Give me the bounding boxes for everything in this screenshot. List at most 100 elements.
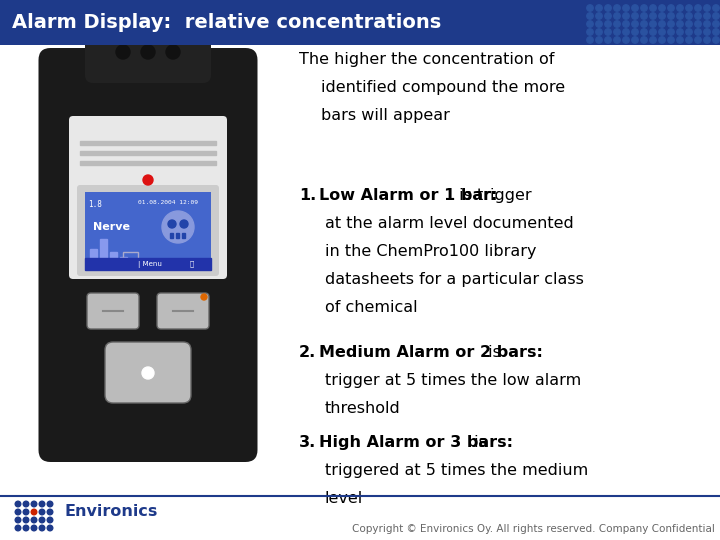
Text: Low Alarm or 1 bar:: Low Alarm or 1 bar: [319,188,498,203]
Bar [85,258,211,270]
Circle shape [613,5,620,11]
Circle shape [703,37,710,43]
Circle shape [166,45,180,59]
Bar [123,252,138,267]
Text: 01.08.2004 12:09: 01.08.2004 12:09 [138,200,198,205]
Circle shape [142,367,154,379]
Circle shape [713,13,719,19]
Circle shape [641,5,647,11]
Bar [0,0,720,45]
Bar [110,252,117,267]
FancyBboxPatch shape [87,293,139,329]
Circle shape [685,13,692,19]
FancyBboxPatch shape [105,342,191,403]
Text: is trigger: is trigger [454,188,532,203]
Circle shape [677,29,683,35]
Circle shape [695,37,701,43]
Bar [90,249,97,267]
Text: datasheets for a particular class: datasheets for a particular class [325,272,584,287]
Circle shape [48,517,53,523]
Bar [140,320,156,350]
Bar [170,233,173,238]
Circle shape [668,5,674,11]
Circle shape [649,29,656,35]
Circle shape [623,21,629,27]
Circle shape [48,501,53,507]
Circle shape [623,13,629,19]
Circle shape [649,5,656,11]
Text: bars will appear: bars will appear [321,108,450,123]
Circle shape [605,29,611,35]
Text: trigger at 5 times the low alarm: trigger at 5 times the low alarm [325,373,581,388]
Text: 3.: 3. [299,435,316,450]
Circle shape [23,525,29,531]
Circle shape [613,37,620,43]
Circle shape [632,13,638,19]
Bar [182,233,185,238]
Circle shape [632,5,638,11]
Circle shape [31,517,37,523]
Circle shape [39,501,45,507]
Circle shape [587,5,593,11]
FancyBboxPatch shape [69,116,227,279]
Circle shape [613,29,620,35]
Circle shape [659,29,665,35]
Bar [176,233,179,238]
Circle shape [23,517,29,523]
FancyBboxPatch shape [38,48,258,462]
Circle shape [703,21,710,27]
Circle shape [605,13,611,19]
Text: Nerve: Nerve [93,222,130,232]
Circle shape [668,13,674,19]
Circle shape [605,37,611,43]
Circle shape [632,21,638,27]
Bar [20,50,265,485]
Circle shape [668,37,674,43]
Circle shape [677,5,683,11]
Circle shape [596,37,602,43]
Circle shape [39,525,45,531]
Bar [120,257,127,267]
Bar [100,239,107,267]
Text: of chemical: of chemical [325,300,418,315]
Circle shape [623,29,629,35]
Circle shape [15,501,21,507]
Circle shape [703,5,710,11]
Text: 1.: 1. [299,188,316,203]
Circle shape [677,21,683,27]
Text: The higher the concentration of: The higher the concentration of [299,52,554,67]
Circle shape [632,29,638,35]
Circle shape [116,45,130,59]
FancyBboxPatch shape [157,293,209,329]
Circle shape [31,525,37,531]
Bar [80,161,216,165]
Text: Medium Alarm or 2 bars:: Medium Alarm or 2 bars: [319,345,543,360]
Text: identified compound the more: identified compound the more [321,80,565,95]
Circle shape [596,21,602,27]
Text: Alarm Display:  relative concentrations: Alarm Display: relative concentrations [12,13,441,32]
Circle shape [623,37,629,43]
Circle shape [677,13,683,19]
Circle shape [596,29,602,35]
Circle shape [587,21,593,27]
Circle shape [713,29,719,35]
Circle shape [48,509,53,515]
Circle shape [180,220,188,228]
Circle shape [685,5,692,11]
Text: triggered at 5 times the medium: triggered at 5 times the medium [325,463,588,478]
Circle shape [23,509,29,515]
Circle shape [695,5,701,11]
Circle shape [15,509,21,515]
Circle shape [641,13,647,19]
Bar [80,141,216,145]
Circle shape [659,21,665,27]
Text: Copyright © Environics Oy. All rights reserved. Company Confidential: Copyright © Environics Oy. All rights re… [352,524,715,534]
Bar [85,192,211,270]
Text: is: is [469,435,487,450]
FancyBboxPatch shape [77,185,219,276]
Circle shape [685,29,692,35]
Text: threshold: threshold [325,401,400,416]
Circle shape [713,21,719,27]
Circle shape [23,501,29,507]
Circle shape [141,45,155,59]
